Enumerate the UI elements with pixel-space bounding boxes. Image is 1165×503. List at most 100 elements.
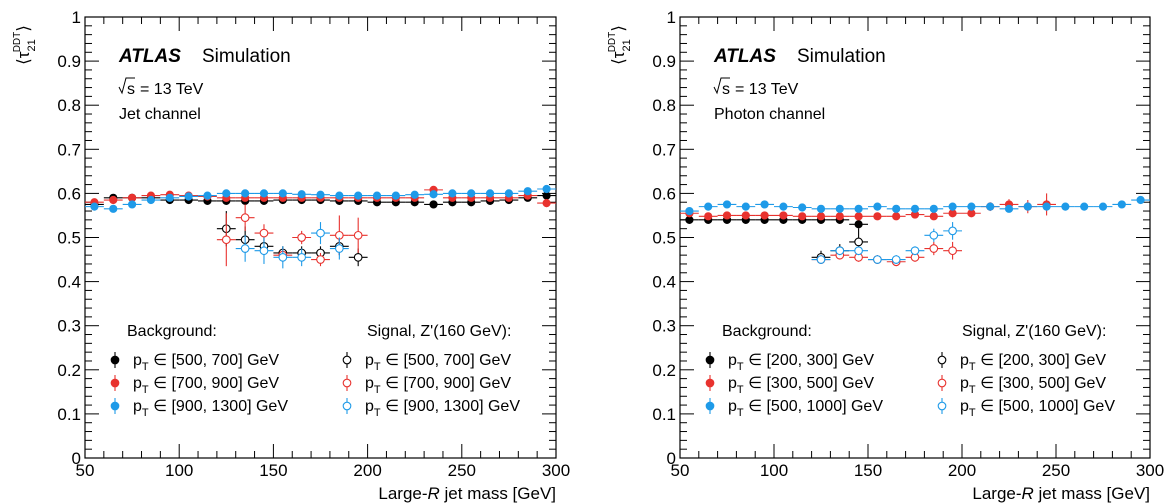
legend-p-sub: T bbox=[142, 407, 149, 419]
data-point-open bbox=[240, 213, 250, 223]
data-point-open bbox=[929, 230, 939, 240]
legend-signal-title: Signal, Z'(160 GeV): bbox=[962, 323, 1106, 340]
data-point-filled bbox=[760, 211, 769, 220]
data-point-open bbox=[910, 246, 920, 256]
data-point-open bbox=[948, 226, 957, 236]
legend-entry: pT ∈ [900, 1300] GeV bbox=[110, 398, 288, 419]
legend-label: pT ∈ [300, 500] GeV bbox=[960, 375, 1106, 396]
data-point-filled bbox=[854, 212, 863, 221]
data-point-filled bbox=[854, 220, 863, 229]
data-point-filled bbox=[741, 202, 750, 211]
legend-in: ∈ bbox=[744, 375, 767, 392]
data-point-filled bbox=[429, 200, 438, 209]
data-point-filled bbox=[542, 184, 551, 194]
data-point-filled bbox=[372, 191, 382, 200]
data-point-filled bbox=[184, 192, 193, 201]
legend-signal-title: Signal, Z'(160 GeV): bbox=[367, 323, 511, 340]
data-point-open bbox=[948, 246, 957, 256]
legend-entry: pT ∈ [200, 300] GeV bbox=[705, 352, 874, 373]
x-tick-label: 100 bbox=[760, 461, 788, 480]
legend-p-sub: T bbox=[142, 384, 149, 396]
x-tick-label: 200 bbox=[948, 461, 976, 480]
data-point-filled bbox=[485, 189, 495, 198]
series-sig-3 bbox=[216, 211, 368, 267]
legend-marker-filled bbox=[110, 355, 120, 365]
legend-in: ∈ bbox=[744, 398, 767, 415]
legend-in: ∈ bbox=[976, 352, 999, 369]
x-tick-label: 50 bbox=[671, 461, 690, 480]
legend-label: pT ∈ [700, 900] GeV bbox=[365, 375, 511, 396]
legend-entry: pT ∈ [900, 1300] GeV bbox=[342, 398, 520, 419]
y-tick-label: 0.8 bbox=[652, 96, 676, 115]
y-tick-label: 0.5 bbox=[57, 229, 81, 248]
y-tick-label: 0.6 bbox=[57, 184, 81, 203]
legend-marker-open bbox=[937, 401, 947, 411]
y-axis-label-sup: DDT bbox=[607, 32, 618, 53]
data-point-filled bbox=[910, 204, 920, 213]
y-tick-label: 1 bbox=[72, 8, 81, 27]
data-point-filled bbox=[1042, 202, 1051, 211]
y-tick-label: 0.8 bbox=[57, 96, 81, 115]
legend-marker-filled bbox=[110, 378, 120, 388]
legend-p: p bbox=[960, 398, 969, 415]
y-axis-label-main: ⟨τ bbox=[14, 51, 33, 65]
legend-p-sub: T bbox=[374, 407, 381, 419]
data-point-filled bbox=[542, 199, 551, 208]
legend-entry: pT ∈ [500, 1000] GeV bbox=[937, 398, 1115, 419]
data-point-filled bbox=[203, 191, 212, 200]
chart-panel-right: 50 100 150 200 250 300 0 0.1 0.2 0.3 0.4 0.5 0.6 0.7 0… bbox=[607, 8, 1164, 503]
status-label: Simulation bbox=[202, 46, 291, 67]
legend-label: pT ∈ [500, 700] GeV bbox=[365, 352, 511, 373]
legend-p: p bbox=[728, 398, 737, 415]
legend-label: pT ∈ [200, 300] GeV bbox=[960, 352, 1106, 373]
data-point-filled bbox=[779, 202, 788, 211]
legend-label: pT ∈ [700, 900] GeV bbox=[133, 375, 279, 396]
data-point-filled bbox=[892, 204, 901, 213]
legend-p-sub: T bbox=[969, 361, 976, 373]
data-point-filled bbox=[316, 190, 325, 199]
legend-range: [500, 700] GeV bbox=[171, 352, 279, 369]
legend-in: ∈ bbox=[149, 398, 172, 415]
legend-label: pT ∈ [900, 1300] GeV bbox=[365, 398, 520, 419]
data-point-filled bbox=[1098, 202, 1108, 211]
y-tick-label: 0.3 bbox=[652, 317, 676, 336]
data-point-filled bbox=[90, 202, 99, 211]
data-point-filled bbox=[929, 204, 938, 213]
y-tick-label: 0.4 bbox=[652, 273, 676, 292]
atlas-label: ATLAS bbox=[118, 46, 181, 67]
x-tick-label: 250 bbox=[1042, 461, 1070, 480]
energy-label: = 13 TeV bbox=[140, 81, 204, 98]
data-point-open bbox=[240, 244, 250, 253]
legend-p-sub: T bbox=[737, 407, 744, 419]
legend-range: [200, 300] GeV bbox=[766, 352, 874, 369]
legend-p: p bbox=[133, 375, 142, 392]
legend-entry: pT ∈ [700, 900] GeV bbox=[110, 375, 279, 396]
y-axis-label-sup: DDT bbox=[12, 32, 23, 53]
data-point-filled bbox=[873, 202, 882, 211]
legend-label: pT ∈ [500, 700] GeV bbox=[133, 352, 279, 373]
channel-label: Jet channel bbox=[119, 106, 201, 123]
data-point-open bbox=[297, 233, 307, 242]
data-point-open bbox=[259, 246, 269, 256]
legend-p: p bbox=[365, 375, 374, 392]
data-point-filled bbox=[128, 200, 137, 209]
y-axis-label-close: ⟩ bbox=[609, 25, 628, 32]
sqrt-s-letter: s bbox=[127, 81, 135, 98]
y-tick-label: 0.5 bbox=[652, 229, 676, 248]
legend-label: pT ∈ [500, 1000] GeV bbox=[960, 398, 1115, 419]
legend-p: p bbox=[728, 375, 737, 392]
y-axis-label-close: ⟩ bbox=[14, 25, 33, 32]
y-axis-label: ⟨τ21DDT⟩ bbox=[607, 25, 633, 65]
data-point-open bbox=[816, 255, 826, 264]
legend-marker-filled bbox=[705, 378, 715, 388]
legend-range: [900, 1300] GeV bbox=[171, 398, 288, 415]
legend-marker-open bbox=[342, 355, 352, 365]
y-tick-label: 0.2 bbox=[57, 361, 81, 380]
legend-range: [700, 900] GeV bbox=[403, 375, 511, 392]
energy-label: = 13 TeV bbox=[735, 81, 799, 98]
sqrt-symbol bbox=[713, 77, 730, 95]
data-point-filled bbox=[967, 202, 976, 211]
legend-marker-open bbox=[937, 378, 947, 388]
data-point-open bbox=[353, 230, 363, 240]
